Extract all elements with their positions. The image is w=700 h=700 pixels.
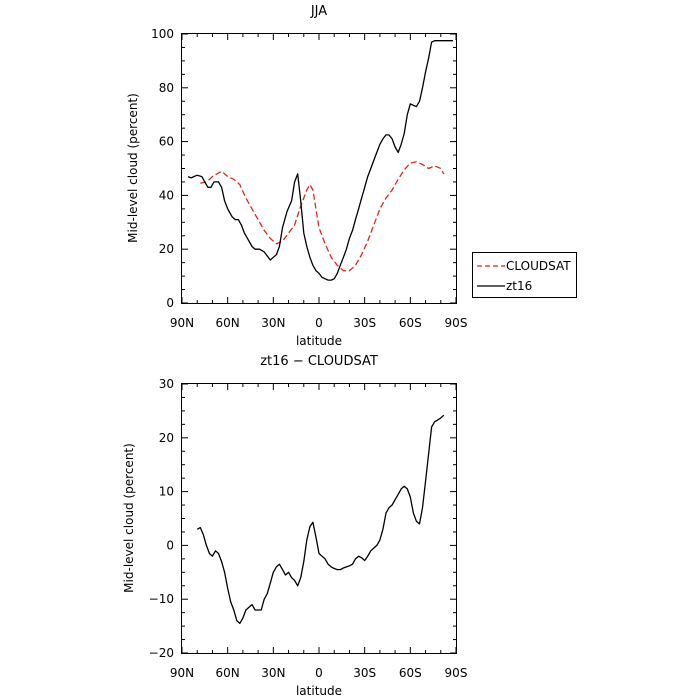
bottom-x-tick-label: 90N [170,666,194,680]
legend: CLOUDSAT zt16 [472,252,577,298]
bottom-x-tick-label: 60S [399,666,422,680]
bottom-y-tick-label: −10 [149,592,174,606]
top-series-line-zt16 [187,40,453,281]
bottom-x-axis-label: latitude [296,684,342,698]
top-plot-lines [187,40,453,281]
bottom-y-tick-label: 30 [159,377,174,391]
bottom-plot-lines [196,414,445,625]
top-y-tick-label: 0 [166,296,174,310]
bottom-x-tick-label: 90S [445,666,468,680]
top-x-axis-label: latitude [296,334,342,348]
top-x-tick-label: 90S [445,316,468,330]
bottom-x-tick-label: 0 [315,666,323,680]
top-y-tick-label: 20 [159,242,174,256]
top-x-tick-label: 90N [170,316,194,330]
top-x-tick-label: 30S [353,316,376,330]
bottom-y-tick-label: 0 [166,538,174,552]
bottom-panel: zt16 − CLOUDSAT latitude Mid-level cloud… [122,354,467,698]
top-x-tick-label: 0 [315,316,323,330]
bottom-series-line-difference [196,414,445,625]
bottom-plot-frame [181,383,457,654]
top-y-axis-label: Mid-level cloud (percent) [126,93,140,243]
top-plot-frame [181,33,457,304]
legend-label-zt16: zt16 [506,279,532,293]
bottom-x-tick-label: 30S [353,666,376,680]
bottom-chart-title: zt16 − CLOUDSAT [260,354,378,369]
bottom-tick-labels: 90N 60N 30N 0 30S 60S 90S −20 −10 0 10 20 30 [149,377,468,680]
top-x-tick-label: 60S [399,316,422,330]
bottom-x-tick-label: 30N [261,666,285,680]
top-x-tick-label: 60N [216,316,240,330]
bottom-y-tick-label: −20 [149,646,174,660]
bottom-x-tick-label: 60N [216,666,240,680]
top-y-tick-label: 60 [159,135,174,149]
top-series-line-cloudsat [200,161,445,272]
top-chart-title: JJA [310,4,327,19]
top-panel: JJA latitude Mid-level cloud (percent) 9… [126,4,577,348]
legend-box [472,252,577,298]
legend-label-cloudsat: CLOUDSAT [506,259,571,273]
top-x-tick-label: 30N [261,316,285,330]
top-tick-labels: 90N 60N 30N 0 30S 60S 90S 0 20 40 60 80 100 [151,27,467,330]
top-ticks [181,33,457,304]
top-y-tick-label: 100 [151,27,174,41]
bottom-y-tick-label: 20 [159,431,174,445]
top-y-tick-label: 40 [159,188,174,202]
top-y-tick-label: 80 [159,81,174,95]
bottom-y-tick-label: 10 [159,485,174,499]
bottom-y-axis-label: Mid-level cloud (percent) [122,443,136,593]
